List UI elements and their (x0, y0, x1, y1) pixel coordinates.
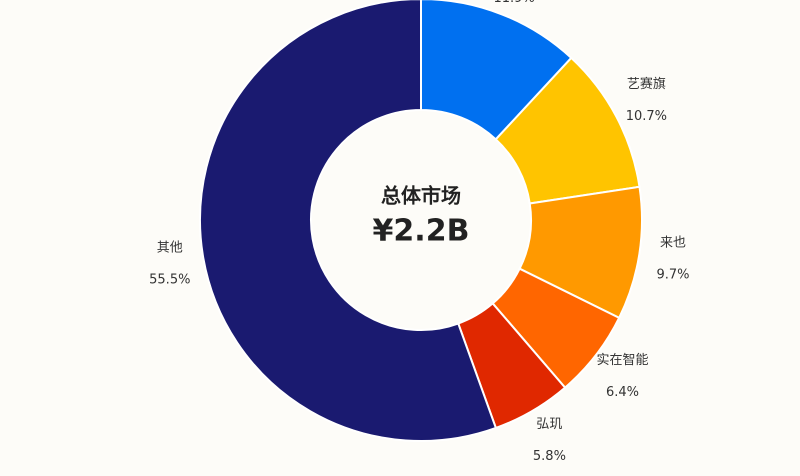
value-label: 6.4% (606, 385, 639, 400)
slice-label: 弘玑 (536, 417, 562, 432)
wedges (199, 0, 643, 442)
slice-label: 实在智能 (596, 353, 648, 368)
value-label: 9.7% (656, 268, 689, 283)
slice-label: 其他 (157, 240, 183, 255)
slice-label: 艺赛旗 (627, 76, 666, 92)
value-label: 5.8% (533, 449, 566, 464)
slice-label: 来也 (660, 236, 686, 251)
value-label: 55.5% (149, 272, 190, 287)
value-label: 10.7% (626, 109, 667, 124)
value-label: 11.9% (493, 0, 534, 6)
center-title: 总体市场 (381, 184, 461, 208)
wedge (199, 0, 498, 442)
center-value: ¥2.2B (373, 214, 470, 249)
